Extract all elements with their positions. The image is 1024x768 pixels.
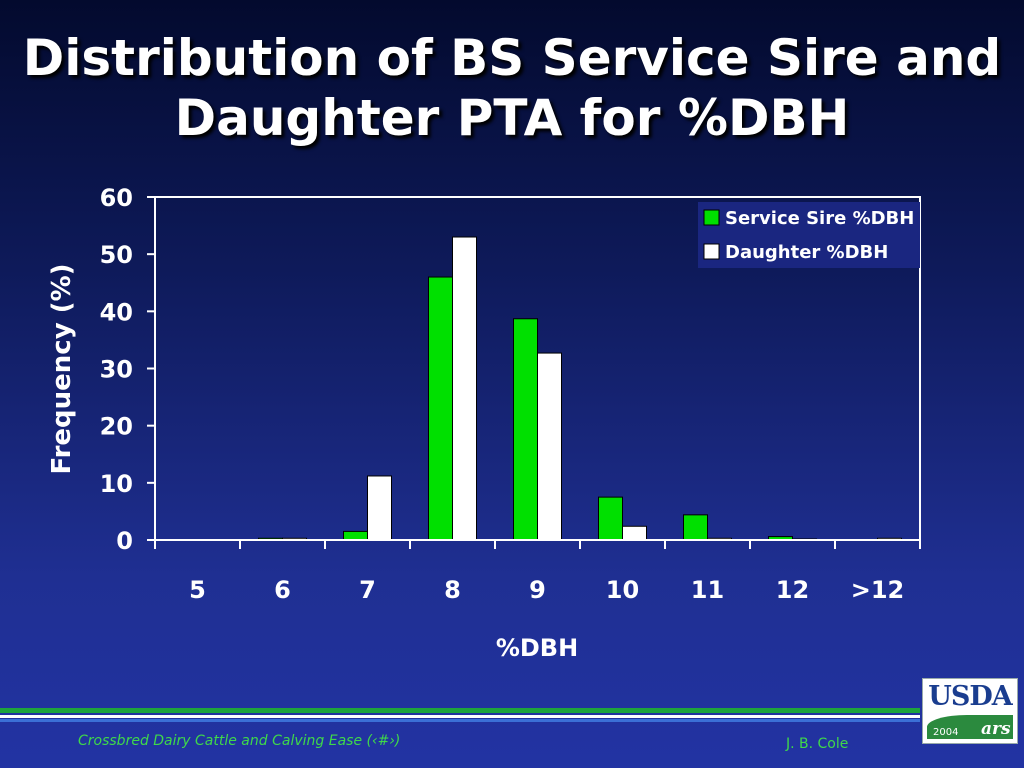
y-tick-label: 40 [100,298,133,326]
footer-rule-white [0,715,920,718]
bar-service-sire [513,318,538,541]
bar-service-sire [683,514,708,541]
y-tick-label: 60 [100,184,133,212]
bar-service-sire [343,530,368,541]
footer-rule-blue [0,719,920,722]
legend-label-service-sire: Service Sire %DBH [725,208,914,229]
y-axis-label: Frequency (%) [47,263,77,474]
y-tick-label: 20 [100,413,133,441]
usda-logo-text: USDA [928,681,1012,712]
x-tick-label: 5 [189,576,206,604]
y-tick-label: 10 [100,470,133,498]
footer-author: J. B. Cole [786,736,849,752]
slide-title-line-2: Daughter PTA for %DBH [174,89,850,147]
legend-swatch-daughter [703,243,720,260]
footer-presentation-title: Crossbred Dairy Cattle and Calving Ease … [78,733,401,749]
legend-swatch-service-sire [703,209,720,226]
legend-box [698,202,920,268]
bars [155,236,920,541]
x-tick-label: 6 [274,576,291,604]
x-axis: 5 6 7 8 9 10 11 12 >12 [154,540,921,604]
x-tick-label: 9 [529,576,546,604]
bar-daughter [537,352,562,541]
footer-rule-green [0,708,920,713]
y-tick-label: 50 [100,241,133,269]
usda-logo: USDA 2004 ars [922,678,1018,744]
chart: 0 10 20 30 40 50 60 5 6 7 8 9 10 11 12 >12 Frequency (… [47,184,921,662]
y-tick-label: 0 [116,527,133,555]
slide-title-line-1: Distribution of BS Service Sire and [22,29,1002,87]
x-tick-label: 8 [444,576,461,604]
x-tick-label: 11 [691,576,724,604]
legend-label-daughter: Daughter %DBH [725,242,888,263]
slide-title: Distribution of BS Service Sire and Daug… [0,28,1024,148]
x-tick-label: >12 [851,576,905,604]
bar-service-sire [428,276,453,541]
usda-logo-field [927,715,1013,739]
bar-daughter [622,525,647,541]
legend: Service Sire %DBH Daughter %DBH [698,202,920,268]
y-axis: 0 10 20 30 40 50 60 [100,184,155,555]
usda-logo-year: 2004 [933,727,959,738]
y-tick-label: 30 [100,356,133,384]
x-axis-label: %DBH [496,634,578,662]
x-tick-label: 10 [606,576,639,604]
bar-service-sire [598,496,623,541]
ars-logo-mark: ars [981,719,1011,739]
x-tick-label: 7 [359,576,376,604]
bar-daughter [452,236,477,541]
bar-daughter [367,475,392,541]
x-tick-label: 12 [776,576,809,604]
